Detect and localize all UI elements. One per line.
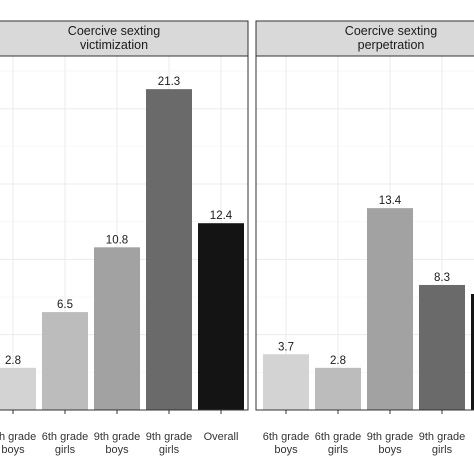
x-tick-label: 9th grade bbox=[146, 431, 192, 443]
panel-title-line: Coercive sexting bbox=[68, 24, 160, 38]
bar bbox=[94, 247, 140, 410]
panel-title-line: perpetration bbox=[358, 38, 425, 52]
bar bbox=[146, 89, 192, 410]
bar-value-label: 2.8 bbox=[330, 355, 346, 367]
x-tick-label: girls bbox=[55, 444, 76, 456]
bar-value-label: 2.8 bbox=[5, 355, 21, 367]
x-tick-label: 6th grade bbox=[315, 431, 361, 443]
bar-value-label: 13.4 bbox=[379, 195, 402, 207]
bar bbox=[315, 367, 361, 410]
panel-title-line: victimization bbox=[80, 38, 148, 52]
x-tick-label: 9th grade bbox=[94, 431, 140, 443]
bar-value-label: 3.7 bbox=[278, 341, 294, 353]
panel-strip bbox=[255, 20, 474, 57]
bar bbox=[42, 312, 88, 410]
x-tick-label: Overall bbox=[204, 431, 239, 443]
bar bbox=[0, 367, 36, 410]
x-tick-label: 9th grade bbox=[419, 431, 465, 443]
x-tick-label: 9th grade bbox=[367, 431, 413, 443]
x-tick-label: boys bbox=[274, 444, 298, 456]
bar-value-label: 8.3 bbox=[434, 272, 450, 284]
bar bbox=[419, 284, 465, 410]
panel-title-line: Coercive sexting bbox=[345, 24, 437, 38]
bar bbox=[198, 223, 244, 410]
bar-value-label: 6.5 bbox=[57, 299, 73, 311]
x-tick-label: girls bbox=[328, 444, 349, 456]
x-tick-label: boys bbox=[378, 444, 402, 456]
bar bbox=[367, 208, 413, 410]
x-tick-label: boys bbox=[105, 444, 129, 456]
panel-border bbox=[255, 55, 474, 411]
panel-border bbox=[0, 55, 249, 411]
x-tick-label: 6th grade bbox=[0, 431, 36, 443]
x-tick-label: boys bbox=[1, 444, 25, 456]
x-tick-label: 6th grade bbox=[263, 431, 309, 443]
x-tick-label: 6th grade bbox=[42, 431, 88, 443]
bar bbox=[471, 294, 474, 410]
panel-strip bbox=[0, 20, 249, 57]
x-tick-label: girls bbox=[432, 444, 453, 456]
bar-value-label: 21.3 bbox=[158, 76, 180, 88]
bar-value-label: 12.4 bbox=[210, 210, 233, 222]
bar bbox=[263, 354, 309, 410]
x-tick-label: girls bbox=[159, 444, 180, 456]
bar-value-label: 10.8 bbox=[106, 234, 128, 246]
